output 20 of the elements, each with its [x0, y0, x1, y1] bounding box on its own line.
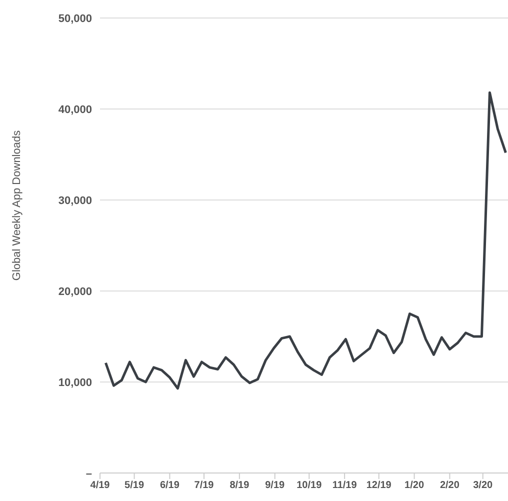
- x-tick-label: 4/19: [90, 480, 110, 492]
- x-tick-label: 8/19: [230, 480, 250, 492]
- y-tick-label: 10,000: [58, 376, 92, 389]
- x-tick-label: 11/19: [332, 480, 358, 492]
- x-tick-label: 1/20: [404, 480, 424, 492]
- y-tick-label: 30,000: [58, 194, 92, 207]
- x-tick-label: 3/20: [473, 480, 494, 492]
- x-tick-label: 7/19: [194, 480, 214, 492]
- y-axis-title: Global Weekly App Downloads: [10, 130, 23, 281]
- y-tick-label: 50,000: [58, 12, 92, 25]
- x-tick-label: 9/19: [265, 480, 286, 492]
- x-tick-label: 6/19: [160, 480, 180, 492]
- x-tick-label: 12/19: [366, 480, 392, 492]
- line-series: [104, 91, 507, 390]
- x-tick-label: 10/19: [296, 480, 322, 492]
- x-tick-label: 2/20: [440, 480, 460, 492]
- y-tick-label: –: [86, 468, 92, 480]
- y-tick-label: 40,000: [58, 104, 92, 116]
- x-tick-label: 5/19: [124, 480, 144, 492]
- y-tick-label: 20,000: [58, 286, 92, 298]
